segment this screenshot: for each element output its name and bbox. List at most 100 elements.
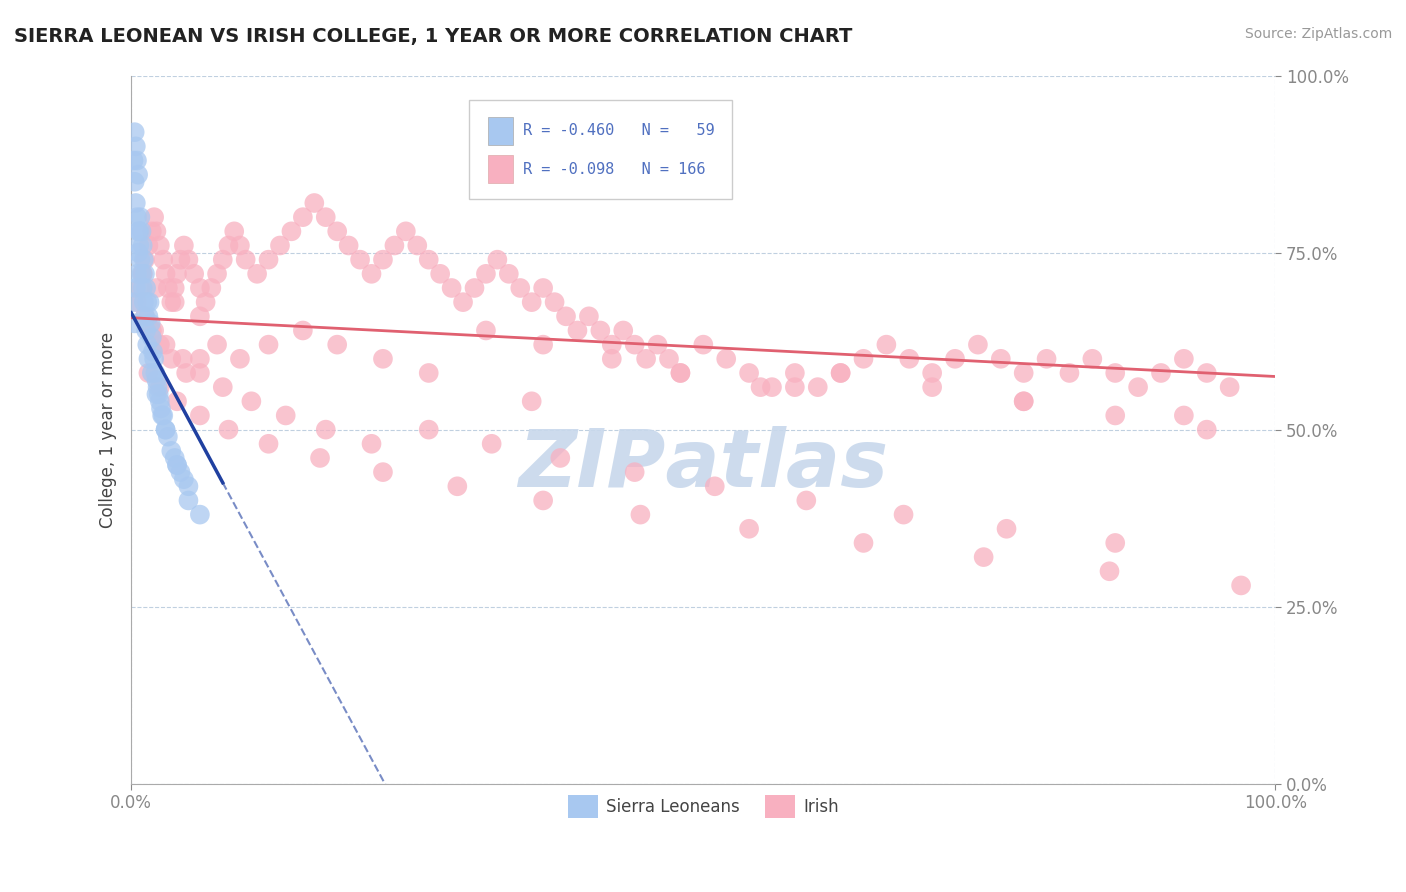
Point	[156, 281, 179, 295]
Point	[128, 238, 150, 252]
Point	[600, 351, 623, 366]
Point	[309, 450, 332, 465]
Point	[921, 380, 943, 394]
Point	[1173, 351, 1195, 366]
Point	[440, 281, 463, 295]
Point	[125, 267, 148, 281]
Point	[623, 465, 645, 479]
Point	[150, 401, 173, 416]
Point	[291, 210, 314, 224]
Point	[257, 337, 280, 351]
Point	[124, 125, 146, 139]
Point	[749, 380, 772, 394]
Point	[658, 351, 681, 366]
Point	[177, 479, 200, 493]
Point	[131, 267, 153, 281]
Point	[337, 238, 360, 252]
Point	[205, 267, 228, 281]
Point	[188, 310, 211, 324]
Point	[703, 479, 725, 493]
Point	[143, 366, 166, 380]
Point	[429, 267, 451, 281]
Point	[149, 380, 172, 394]
Point	[1081, 351, 1104, 366]
Text: Source: ZipAtlas.com: Source: ZipAtlas.com	[1244, 27, 1392, 41]
Point	[129, 252, 152, 267]
Point	[463, 281, 485, 295]
Point	[142, 344, 165, 359]
Point	[148, 387, 170, 401]
Point	[898, 351, 921, 366]
Point	[240, 394, 263, 409]
Point	[636, 351, 658, 366]
Point	[371, 252, 394, 267]
Point	[406, 238, 429, 252]
Point	[1059, 366, 1081, 380]
Point	[418, 252, 440, 267]
Point	[475, 323, 498, 337]
Point	[125, 210, 148, 224]
Point	[127, 224, 149, 238]
Point	[395, 224, 418, 238]
Text: ZIP​atlas: ZIP​atlas	[519, 426, 889, 504]
Point	[169, 465, 191, 479]
Point	[229, 351, 252, 366]
Point	[188, 409, 211, 423]
Point	[166, 267, 188, 281]
Point	[269, 238, 291, 252]
Point	[589, 323, 612, 337]
Point	[738, 366, 761, 380]
Point	[475, 267, 498, 281]
Point	[138, 310, 160, 324]
Point	[163, 281, 186, 295]
Point	[1104, 366, 1126, 380]
Point	[224, 224, 246, 238]
Point	[138, 238, 160, 252]
Point	[188, 366, 211, 380]
Point	[155, 267, 177, 281]
Point	[1012, 394, 1035, 409]
Point	[315, 210, 337, 224]
Point	[135, 281, 157, 295]
Point	[995, 522, 1018, 536]
Point	[155, 423, 177, 437]
Point	[138, 366, 160, 380]
Point	[509, 281, 531, 295]
Point	[166, 458, 188, 472]
Point	[1195, 423, 1218, 437]
Point	[520, 295, 543, 310]
Point	[218, 238, 240, 252]
Point	[132, 295, 155, 310]
Point	[280, 224, 302, 238]
Point	[315, 423, 337, 437]
Point	[669, 366, 692, 380]
Point	[155, 423, 177, 437]
Point	[138, 295, 160, 310]
Point	[852, 351, 875, 366]
Point	[1098, 564, 1121, 578]
Point	[174, 366, 197, 380]
Point	[125, 153, 148, 168]
Point	[173, 472, 195, 486]
Point	[135, 323, 157, 337]
Point	[550, 450, 572, 465]
Point	[141, 366, 163, 380]
Point	[349, 252, 371, 267]
Point	[783, 380, 806, 394]
Point	[125, 295, 148, 310]
Point	[128, 224, 150, 238]
Point	[543, 295, 565, 310]
Point	[136, 295, 159, 310]
FancyBboxPatch shape	[488, 155, 513, 183]
Point	[360, 437, 382, 451]
Point	[486, 252, 509, 267]
Point	[145, 373, 167, 387]
Point	[146, 380, 169, 394]
Point	[418, 423, 440, 437]
Point	[531, 337, 554, 351]
Point	[149, 238, 172, 252]
Point	[156, 430, 179, 444]
Point	[783, 366, 806, 380]
Point	[143, 210, 166, 224]
Legend: Sierra Leoneans, Irish: Sierra Leoneans, Irish	[561, 788, 845, 825]
